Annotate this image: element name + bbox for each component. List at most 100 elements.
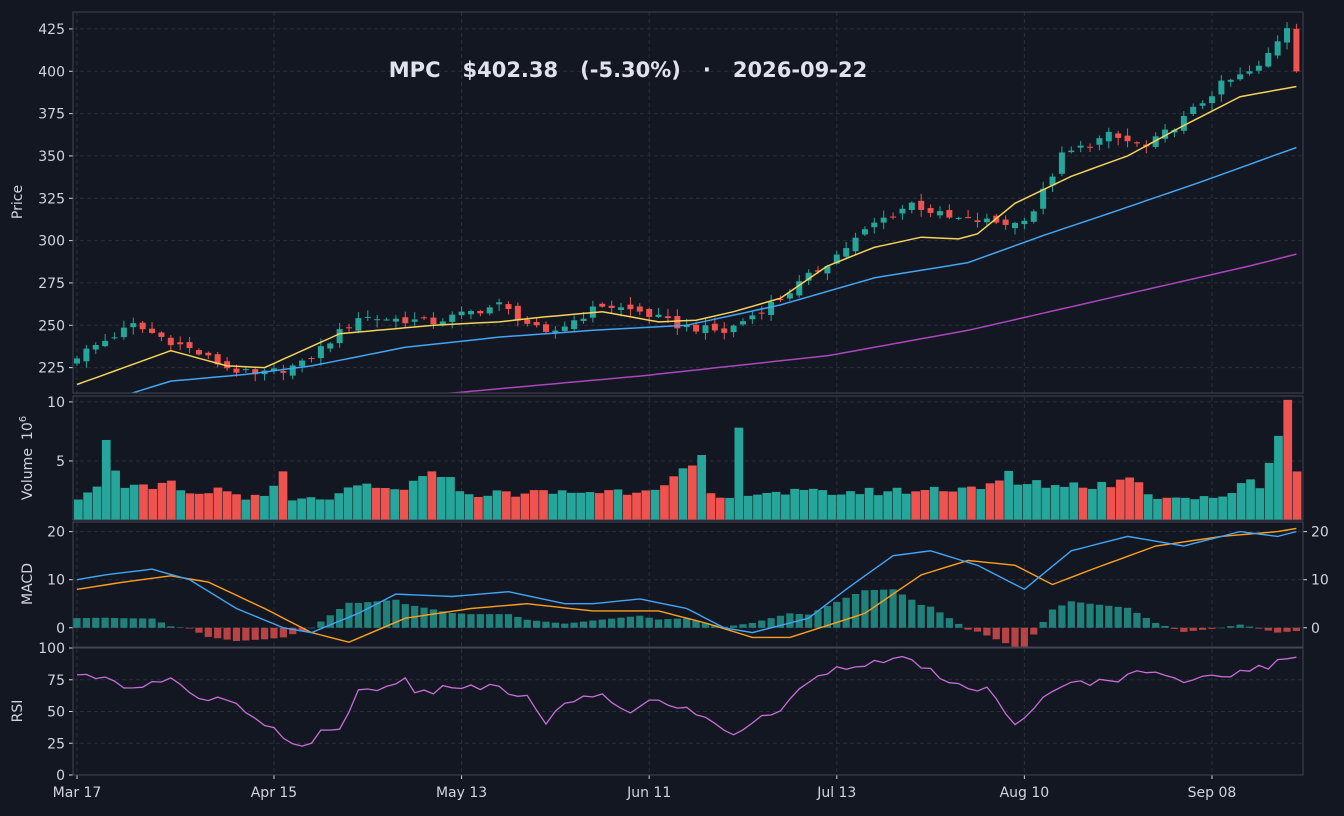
candle-body — [524, 319, 531, 324]
macd-hist-bar — [336, 609, 344, 628]
macd-hist-bar — [851, 593, 860, 628]
volume-bar — [548, 493, 558, 520]
macd-hist-bar — [964, 627, 972, 630]
macd-hist-bar — [1199, 627, 1207, 630]
volume-bar — [101, 439, 111, 520]
candle-body — [880, 217, 887, 223]
volume-bar — [836, 494, 846, 520]
candle-body — [1002, 219, 1009, 225]
macd-hist-bar — [626, 616, 635, 628]
macd-hist-bar — [429, 609, 438, 628]
volume-bar — [688, 465, 697, 520]
candle-body — [768, 301, 775, 316]
macd-line — [76, 530, 1297, 634]
candle-body — [965, 217, 972, 219]
volume-bar — [1088, 488, 1097, 520]
macd-hist-bar — [805, 614, 813, 628]
macd-hist-bar — [214, 627, 222, 639]
volume-bar — [436, 477, 446, 520]
candle-body — [674, 315, 681, 329]
ma-short-line — [76, 85, 1297, 386]
price-y-tick-label: 275 — [38, 276, 65, 292]
macd-hist-bar — [739, 624, 747, 628]
volume-bar — [390, 489, 400, 520]
macd-hist-bar — [936, 612, 944, 628]
volume-bar — [241, 499, 251, 520]
candle-body — [120, 327, 127, 338]
volume-bar — [446, 477, 455, 520]
macd-hist-bar — [167, 626, 175, 628]
macd-hist-bar — [1274, 627, 1282, 633]
candle-body — [374, 319, 381, 321]
rsi-ylabel: RSI — [10, 700, 26, 723]
candle-body — [1190, 106, 1197, 114]
volume-bar — [1041, 487, 1051, 520]
volume-bar — [1060, 486, 1069, 520]
volume-bar — [939, 491, 948, 520]
macd-hist-bar — [120, 618, 128, 628]
candle-body — [289, 365, 296, 376]
macd-hist-bar — [880, 589, 888, 628]
candle-body — [721, 328, 728, 333]
macd-hist-bar — [908, 599, 916, 628]
volume-bar — [167, 480, 176, 520]
volume-bar — [1246, 479, 1255, 520]
candle-body — [664, 316, 671, 319]
volume-bar — [148, 488, 158, 520]
ma-mid-line — [129, 146, 1297, 393]
macd-hist-bar — [692, 620, 700, 628]
volume-bar — [771, 491, 781, 520]
candle-body — [102, 340, 109, 347]
candle-body — [186, 342, 193, 349]
price-y-tick-label: 250 — [38, 318, 65, 334]
volume-bar — [715, 497, 725, 520]
volume-bar — [1069, 482, 1079, 520]
price-y-tick-label: 400 — [38, 64, 65, 80]
macd-hist-bar — [1189, 627, 1197, 631]
candle-body — [421, 317, 428, 319]
candle-body — [308, 357, 315, 359]
candle-body — [946, 210, 953, 218]
candle-body — [130, 323, 137, 328]
volume-bar — [483, 495, 493, 520]
volume-bar — [808, 488, 818, 520]
volume-bar — [492, 490, 502, 520]
macd-hist-bar — [129, 618, 137, 628]
volume-bar — [501, 491, 511, 520]
macd-hist-bar — [730, 625, 738, 628]
x-tick-label: Apr 15 — [251, 785, 297, 801]
price-panel — [74, 22, 1300, 393]
macd-hist-bar — [533, 620, 541, 628]
macd-hist-bar — [1255, 627, 1263, 629]
macd-hist-bar — [1048, 609, 1057, 628]
volume-bar — [1050, 485, 1060, 520]
candle-body — [317, 346, 324, 359]
macd-hist-bar — [476, 614, 484, 628]
candle-body — [74, 358, 80, 364]
volume-bar — [315, 499, 325, 520]
volume-bar — [781, 494, 790, 520]
macd-hist-bar — [664, 619, 672, 628]
candle-body — [467, 311, 474, 315]
candle-body — [1162, 129, 1169, 139]
macd-hist-bar — [223, 627, 231, 640]
candle-body — [711, 323, 718, 331]
macd-hist-bar — [373, 601, 381, 628]
macd-hist-bar — [992, 627, 1000, 640]
candle-body — [955, 217, 962, 219]
candle-body — [786, 293, 793, 299]
candle-body — [449, 314, 456, 322]
candle-body — [552, 330, 559, 333]
macd-hist-bar — [579, 621, 588, 628]
volume-bar — [1078, 487, 1088, 520]
macd-hist-bar — [1020, 627, 1028, 647]
candle-body — [918, 200, 925, 210]
volume-bar — [1255, 488, 1265, 520]
candle-body — [383, 319, 390, 321]
macd-hist-bar — [570, 622, 578, 628]
candle-body — [1208, 96, 1215, 104]
macd-hist-bar — [523, 619, 531, 628]
volume-bar — [529, 490, 539, 520]
price-y-tick-label: 325 — [38, 191, 65, 207]
volume-bar — [567, 492, 576, 520]
